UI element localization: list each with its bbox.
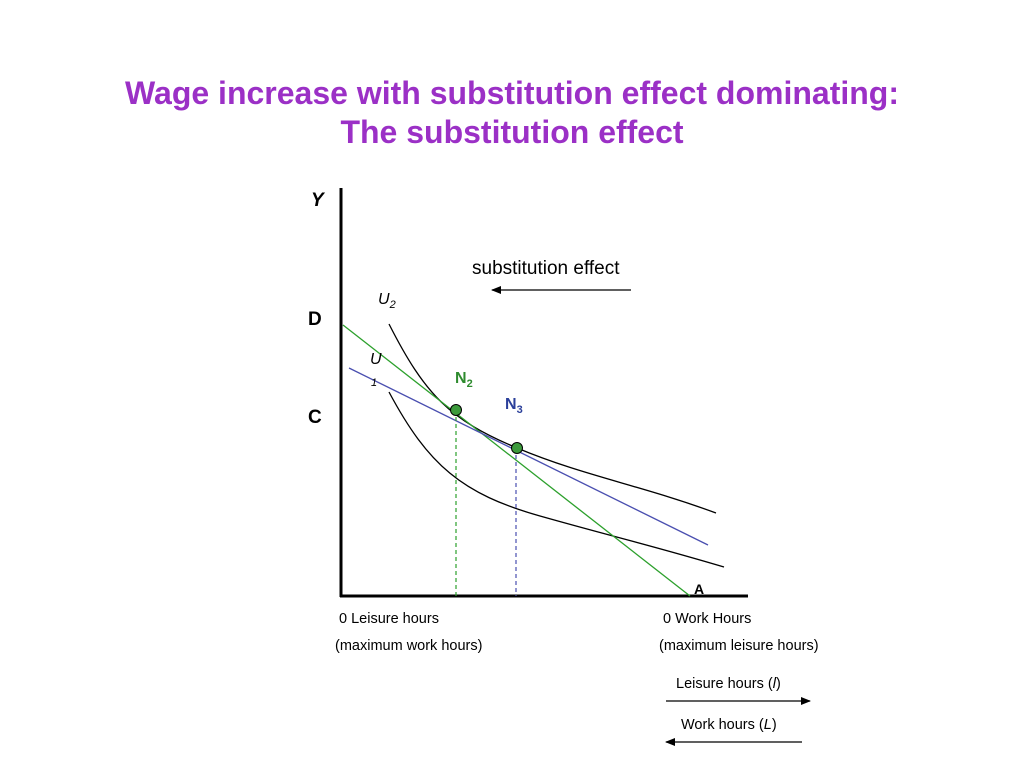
curve-label-u1-letter: U bbox=[370, 351, 382, 368]
substitution-effect-label: substitution effect bbox=[472, 258, 620, 279]
curve-label-u1-sub: 1 bbox=[371, 377, 377, 389]
point-label-n2: N2 bbox=[455, 370, 473, 390]
x-label-left-line2: (maximum work hours) bbox=[335, 638, 482, 654]
point-n2 bbox=[450, 404, 462, 416]
slide-title: Wage increase with substitution effect d… bbox=[0, 74, 1024, 152]
indifference-curve-u2 bbox=[388, 323, 717, 514]
x-label-right-line2: (maximum leisure hours) bbox=[659, 638, 819, 654]
title-line-1: Wage increase with substitution effect d… bbox=[125, 75, 899, 111]
point-label-n3: N3 bbox=[505, 396, 523, 416]
title-line-2: The substitution effect bbox=[340, 114, 684, 150]
work-hours-direction-label: Work hours (L) bbox=[681, 717, 777, 733]
tick-label-d: D bbox=[308, 309, 322, 330]
budget-line-blue bbox=[348, 367, 709, 546]
leisure-hours-direction-label: Leisure hours (l) bbox=[676, 676, 781, 692]
x-label-left-line1: 0 Leisure hours bbox=[339, 611, 439, 627]
y-axis-label: Y bbox=[311, 190, 326, 211]
tick-label-c: C bbox=[308, 407, 322, 428]
point-n3 bbox=[511, 442, 523, 454]
curve-label-u2: U2 bbox=[378, 291, 396, 311]
indifference-curve-u1 bbox=[388, 391, 725, 568]
x-label-right-line1: 0 Work Hours bbox=[663, 611, 751, 627]
budget-line-green bbox=[342, 324, 691, 597]
point-label-a: A bbox=[694, 581, 704, 597]
